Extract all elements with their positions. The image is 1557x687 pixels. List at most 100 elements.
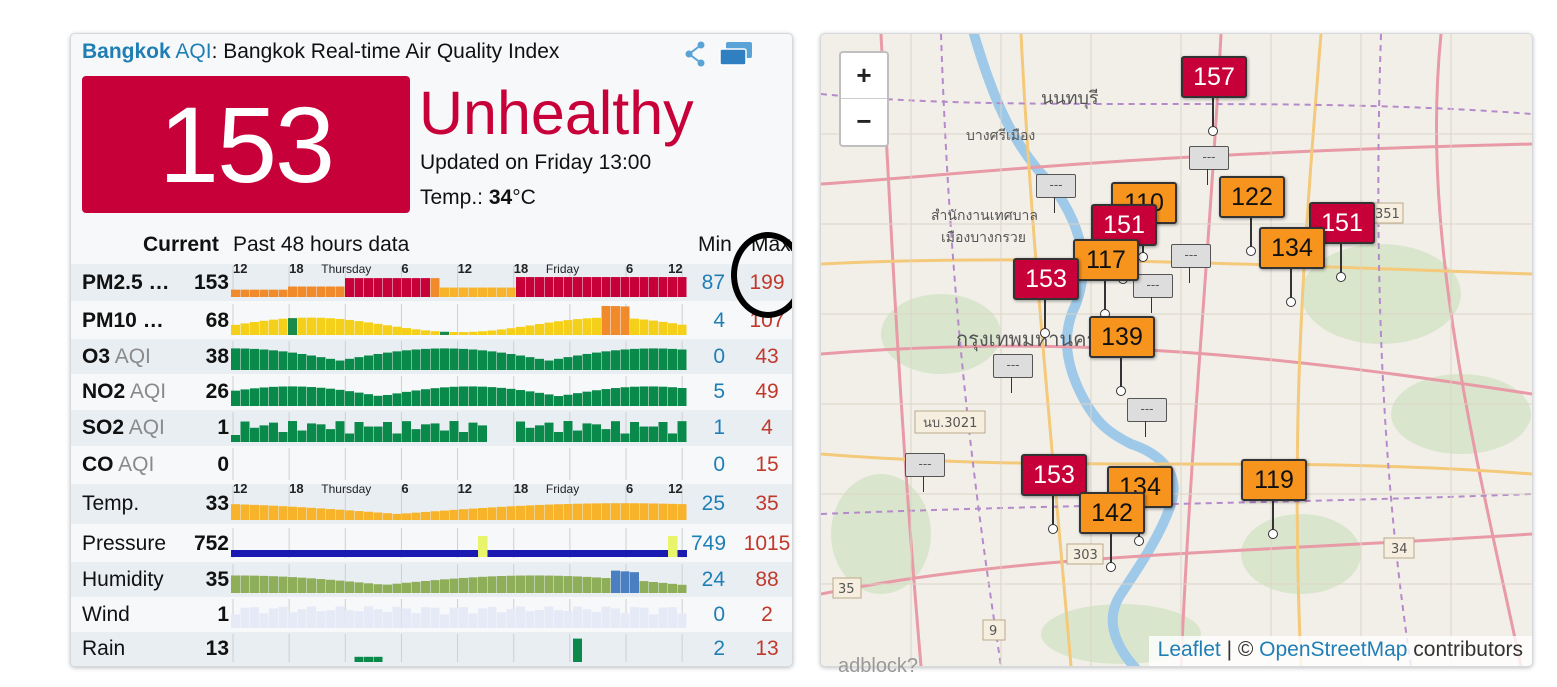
history-bar (278, 289, 288, 297)
row-name[interactable]: NO2 AQI (82, 380, 166, 404)
history-bar (250, 388, 259, 406)
history-bar (649, 348, 658, 370)
time-axis-label: 6 (401, 261, 408, 276)
row-name[interactable]: Wind (82, 603, 130, 627)
history-bar (601, 606, 611, 628)
history-bar (535, 504, 544, 520)
history-bar (592, 317, 601, 335)
row-name[interactable]: Temp. (82, 492, 139, 516)
zoom-out-button[interactable]: − (856, 106, 872, 136)
marker-dot (1106, 562, 1116, 572)
title-text: : Bangkok Real-time Air Quality Index (211, 40, 560, 63)
history-bar (335, 606, 345, 628)
history-bar (278, 318, 288, 335)
history-bar (411, 390, 421, 406)
history-bar (316, 611, 326, 628)
row-name[interactable]: Rain (82, 637, 125, 661)
adblock-text: adblock? (838, 655, 919, 677)
history-bar (440, 430, 449, 442)
history-bar (535, 392, 544, 406)
row-name[interactable]: O3 AQI (82, 345, 151, 369)
history-bar (430, 348, 440, 370)
marker-dot (1268, 529, 1278, 539)
attribution-rest: contributors (1407, 638, 1523, 661)
table-row: CO AQI 0 0 15 (71, 446, 792, 484)
history-bar (307, 423, 316, 442)
table-row: NO2 AQI 26 5 49 (71, 374, 792, 410)
history-bar (611, 277, 620, 297)
history-bar (364, 355, 373, 370)
history-bar (677, 613, 687, 628)
history-bar (421, 580, 430, 593)
history-bar (668, 323, 677, 335)
history-bar (297, 577, 307, 593)
history-bar (231, 289, 240, 297)
history-bar (582, 353, 592, 370)
embed-icon[interactable] (718, 40, 754, 68)
history-bar (544, 606, 554, 628)
svg-text:34: 34 (1391, 542, 1408, 557)
map-tiles[interactable]: นนทบุรี บางศรีเมือง สำนักงานเทศบาล เมือง… (821, 34, 1532, 666)
share-icon[interactable] (681, 40, 709, 68)
row-name[interactable]: SO2 AQI (82, 416, 165, 440)
history-bar (516, 355, 525, 370)
history-bar (668, 503, 677, 520)
row-current: 38 (205, 344, 229, 368)
time-axis-label: Thursday (321, 262, 371, 276)
history-bar (506, 609, 516, 628)
history-bar (335, 286, 345, 297)
history-bar (677, 277, 687, 297)
history-bar (535, 277, 544, 297)
history-bar (525, 357, 535, 370)
history-bar (582, 277, 592, 297)
history-bar (307, 606, 316, 628)
history-bar (269, 386, 278, 406)
history-bar (668, 387, 677, 406)
history-bar (668, 277, 677, 297)
history-bar (326, 318, 335, 335)
marker-stem (1054, 197, 1055, 213)
history-bar (497, 506, 506, 520)
map-panel[interactable]: นนทบุรี บางศรีเมือง สำนักงานเทศบาล เมือง… (820, 33, 1533, 667)
history-bar (392, 326, 402, 335)
history-bar (573, 606, 582, 628)
history-bar (364, 394, 373, 406)
history-bar (402, 608, 411, 628)
aqi-link[interactable]: AQI (175, 40, 212, 63)
city-link[interactable]: Bangkok (82, 40, 171, 63)
zoom-in-button[interactable]: + (841, 53, 887, 99)
history-bar (668, 348, 677, 370)
history-bar (487, 576, 497, 593)
row-unit: … (136, 308, 164, 332)
osm-link[interactable]: OpenStreetMap (1259, 638, 1408, 661)
row-max: 49 (755, 380, 779, 403)
row-name[interactable]: PM10 … (82, 309, 164, 333)
row-name[interactable]: PM2.5 … (82, 271, 170, 295)
history-bar (658, 503, 668, 520)
history-bar (582, 503, 592, 520)
history-bar (269, 289, 278, 297)
row-name[interactable]: Pressure (82, 532, 166, 556)
history-bar (278, 351, 288, 370)
history-bar (364, 426, 373, 442)
history-bar (316, 286, 326, 297)
row-name[interactable]: CO AQI (82, 453, 154, 477)
history-bar (487, 351, 497, 370)
history-bar (658, 277, 668, 297)
header-past-48h: Past 48 hours data (233, 233, 410, 256)
row-min: 24 (701, 567, 725, 591)
history-bar (307, 387, 316, 406)
history-bar (297, 507, 307, 520)
row-name[interactable]: Humidity (82, 568, 164, 592)
history-bar (411, 349, 421, 370)
history-bar (573, 355, 582, 370)
history-bar (297, 430, 307, 442)
history-bar (573, 430, 582, 442)
history-bar (630, 318, 639, 335)
marker-stem (1250, 218, 1252, 248)
leaflet-link[interactable]: Leaflet (1157, 638, 1221, 661)
row-min: 5 (713, 380, 725, 403)
history-bar (449, 578, 459, 593)
history-bar (497, 352, 506, 370)
attribution-sep: | © (1220, 638, 1260, 661)
